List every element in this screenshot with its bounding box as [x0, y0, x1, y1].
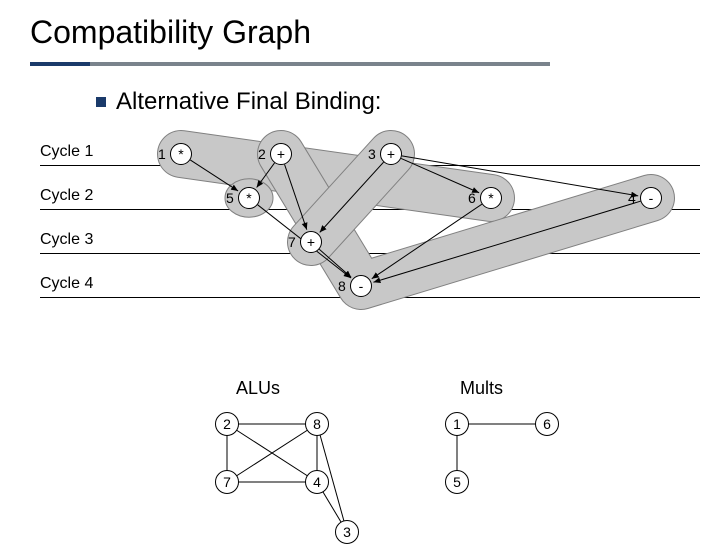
- mult-node-5: 5: [445, 470, 469, 494]
- op-num-1: 1: [158, 146, 166, 162]
- op-node-3: +: [380, 143, 402, 165]
- op-num-2: 2: [258, 146, 266, 162]
- op-node-2: +: [270, 143, 292, 165]
- compat-layer: [0, 0, 720, 540]
- op-num-3: 3: [368, 146, 376, 162]
- alu-node-8: 8: [305, 412, 329, 436]
- mult-node-6: 6: [535, 412, 559, 436]
- alu-node-7: 7: [215, 470, 239, 494]
- op-node-5: *: [238, 187, 260, 209]
- op-num-6: 6: [468, 190, 476, 206]
- op-num-4: 4: [628, 190, 636, 206]
- op-node-8: -: [350, 275, 372, 297]
- alu-node-2: 2: [215, 412, 239, 436]
- alu-node-3: 3: [335, 520, 359, 544]
- op-node-4: -: [640, 187, 662, 209]
- op-node-7: +: [300, 231, 322, 253]
- op-node-1: *: [170, 143, 192, 165]
- op-num-8: 8: [338, 278, 346, 294]
- op-num-5: 5: [226, 190, 234, 206]
- op-node-6: *: [480, 187, 502, 209]
- op-num-7: 7: [288, 234, 296, 250]
- mult-node-1: 1: [445, 412, 469, 436]
- alu-node-4: 4: [305, 470, 329, 494]
